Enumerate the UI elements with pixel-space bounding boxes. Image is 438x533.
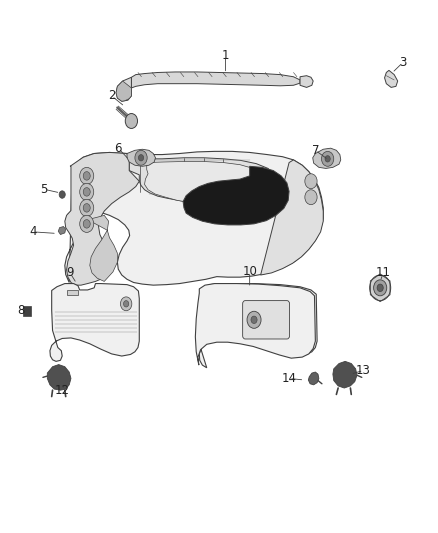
Polygon shape	[300, 76, 313, 87]
Circle shape	[135, 150, 147, 165]
Text: 3: 3	[399, 56, 406, 69]
Polygon shape	[58, 227, 66, 235]
Circle shape	[80, 199, 94, 216]
Bar	[23, 306, 31, 316]
Polygon shape	[116, 81, 131, 101]
Circle shape	[377, 284, 383, 292]
Polygon shape	[65, 152, 139, 285]
Text: 12: 12	[55, 384, 70, 397]
Circle shape	[120, 297, 132, 311]
Circle shape	[374, 280, 387, 296]
Circle shape	[325, 156, 330, 162]
Circle shape	[321, 151, 334, 166]
Text: 1: 1	[222, 50, 230, 62]
Text: 4: 4	[29, 225, 37, 238]
Circle shape	[80, 215, 94, 232]
Polygon shape	[385, 70, 398, 87]
Text: 11: 11	[376, 266, 391, 279]
Text: 8: 8	[18, 304, 25, 317]
Text: 9: 9	[66, 266, 74, 279]
Circle shape	[138, 155, 144, 161]
Circle shape	[370, 275, 391, 301]
Polygon shape	[145, 161, 266, 204]
Circle shape	[83, 220, 90, 228]
Circle shape	[80, 167, 94, 184]
Polygon shape	[88, 215, 117, 281]
Circle shape	[59, 191, 65, 198]
Circle shape	[83, 172, 90, 180]
Polygon shape	[313, 148, 341, 168]
Polygon shape	[129, 158, 275, 206]
Polygon shape	[198, 284, 317, 368]
Polygon shape	[65, 151, 323, 285]
Polygon shape	[308, 372, 319, 385]
Polygon shape	[47, 365, 71, 390]
Text: 10: 10	[242, 265, 257, 278]
Polygon shape	[116, 77, 131, 101]
Text: 7: 7	[311, 144, 319, 157]
Polygon shape	[183, 166, 289, 225]
Circle shape	[124, 301, 129, 307]
Circle shape	[125, 114, 138, 128]
Polygon shape	[50, 284, 139, 361]
Circle shape	[83, 204, 90, 212]
Circle shape	[247, 311, 261, 328]
Polygon shape	[195, 284, 315, 365]
Circle shape	[80, 183, 94, 200]
FancyBboxPatch shape	[243, 301, 290, 339]
Text: 6: 6	[114, 142, 122, 155]
Text: 14: 14	[282, 372, 297, 385]
Text: 2: 2	[108, 90, 116, 102]
Polygon shape	[261, 160, 323, 275]
Circle shape	[305, 174, 317, 189]
Circle shape	[83, 188, 90, 196]
Text: 5: 5	[40, 183, 47, 196]
Circle shape	[251, 316, 257, 324]
Polygon shape	[333, 361, 357, 388]
Circle shape	[305, 190, 317, 205]
Text: 13: 13	[356, 364, 371, 377]
Polygon shape	[67, 290, 78, 295]
Polygon shape	[127, 149, 155, 166]
Polygon shape	[131, 72, 300, 88]
